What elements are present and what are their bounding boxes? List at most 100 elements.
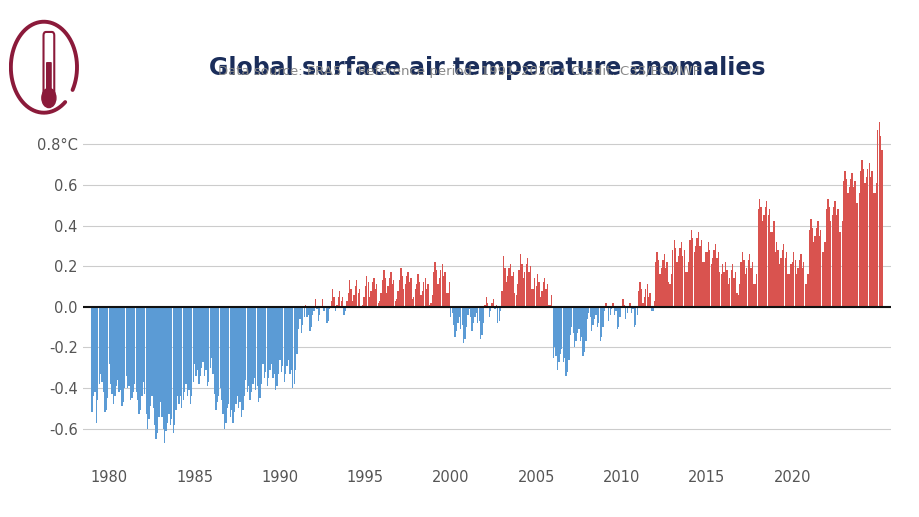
Bar xyxy=(574,307,575,347)
Bar xyxy=(337,297,339,307)
Bar xyxy=(486,297,487,307)
Bar xyxy=(530,266,531,307)
Bar xyxy=(557,307,558,370)
Bar xyxy=(625,307,627,319)
Bar xyxy=(550,305,551,307)
Bar xyxy=(500,307,501,311)
Bar xyxy=(751,268,752,307)
Bar xyxy=(672,250,674,307)
Bar xyxy=(555,307,557,356)
Bar xyxy=(735,272,736,307)
Bar xyxy=(231,307,233,410)
Bar xyxy=(116,307,117,386)
Bar xyxy=(123,307,124,402)
Bar xyxy=(186,307,187,384)
Bar xyxy=(140,307,142,410)
Bar xyxy=(601,307,602,337)
Bar xyxy=(609,307,611,315)
Bar xyxy=(795,260,796,307)
Bar xyxy=(391,284,393,307)
Bar xyxy=(113,307,114,404)
Bar xyxy=(489,307,490,317)
Bar xyxy=(780,258,782,307)
Bar xyxy=(134,307,135,384)
Bar xyxy=(853,187,855,307)
Bar xyxy=(272,307,274,378)
Bar xyxy=(762,221,763,307)
Bar xyxy=(663,260,664,307)
Bar xyxy=(147,307,148,429)
Bar xyxy=(811,227,813,307)
Bar xyxy=(760,207,762,307)
Bar xyxy=(578,307,580,329)
Bar xyxy=(705,252,706,307)
Bar xyxy=(150,307,151,406)
Bar xyxy=(397,291,399,307)
Bar xyxy=(274,307,275,374)
Bar xyxy=(814,236,816,307)
Bar xyxy=(586,307,588,319)
Bar xyxy=(383,270,384,307)
Bar xyxy=(754,284,756,307)
Bar xyxy=(782,250,783,307)
Bar xyxy=(258,307,259,402)
Bar xyxy=(196,307,197,376)
Bar xyxy=(606,303,607,307)
Bar xyxy=(402,276,403,307)
FancyBboxPatch shape xyxy=(43,32,54,99)
Bar xyxy=(124,307,126,388)
Bar xyxy=(494,307,495,309)
Bar xyxy=(163,307,164,429)
Bar xyxy=(638,291,640,307)
Bar xyxy=(474,307,476,317)
Bar xyxy=(131,307,132,398)
Bar xyxy=(749,254,750,307)
Text: Data source: ERA5 • Reference period: 1991–2020 • Credit: C3S/ECMWF: Data source: ERA5 • Reference period: 19… xyxy=(219,65,700,78)
Bar xyxy=(868,162,870,307)
Bar xyxy=(350,288,352,307)
Bar xyxy=(440,270,441,307)
Bar xyxy=(866,177,867,307)
Bar xyxy=(729,278,731,307)
Bar xyxy=(322,299,323,307)
Bar xyxy=(648,297,649,307)
Bar xyxy=(158,307,160,417)
Bar xyxy=(536,286,537,307)
Bar xyxy=(581,307,583,337)
Bar xyxy=(114,307,116,396)
Bar xyxy=(106,307,107,410)
Bar xyxy=(347,293,349,307)
Bar xyxy=(590,307,591,317)
Bar xyxy=(344,307,345,315)
Bar xyxy=(733,278,734,307)
Bar xyxy=(181,307,183,408)
Bar xyxy=(278,307,279,374)
Bar xyxy=(614,307,615,315)
Bar xyxy=(469,307,470,309)
Bar xyxy=(221,307,222,400)
Bar xyxy=(877,130,879,307)
Bar xyxy=(396,299,397,307)
Bar xyxy=(129,307,130,386)
Bar xyxy=(766,201,767,307)
Bar xyxy=(744,275,746,307)
Bar xyxy=(432,295,433,307)
Bar xyxy=(152,307,153,396)
Bar xyxy=(233,307,235,413)
Bar xyxy=(874,193,876,307)
Bar xyxy=(715,244,716,307)
Bar xyxy=(136,307,137,392)
Bar xyxy=(254,307,255,378)
Bar xyxy=(718,252,719,307)
Bar xyxy=(306,307,308,317)
Bar xyxy=(822,252,823,307)
Bar xyxy=(624,305,625,307)
Bar xyxy=(336,305,337,307)
Bar xyxy=(217,307,218,402)
Bar xyxy=(240,307,241,402)
Bar xyxy=(539,297,541,307)
Bar xyxy=(157,307,158,433)
Bar xyxy=(547,284,549,307)
Bar xyxy=(517,284,518,307)
Bar xyxy=(743,260,744,307)
